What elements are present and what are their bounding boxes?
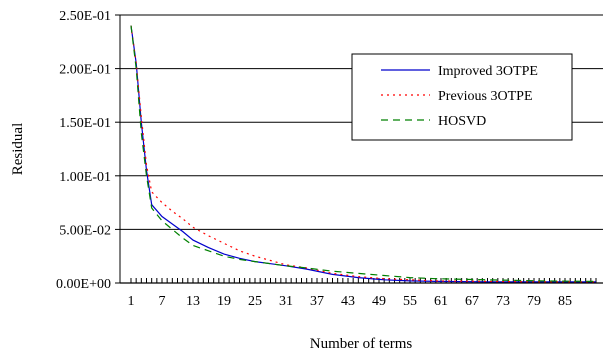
x-tick-label: 13: [186, 294, 200, 309]
x-tick-label: 61: [434, 294, 448, 309]
y-tick-label: 1.50E-01: [59, 116, 111, 131]
y-tick-label: 2.50E-01: [59, 9, 111, 24]
y-axis-ticks: 0.00E+00 5.00E-02 1.00E-01 1.50E-01 2.00E-01…: [56, 9, 120, 292]
x-tick-label: 85: [558, 294, 572, 309]
x-tick-label: 79: [527, 294, 541, 309]
x-tick-label: 67: [465, 294, 479, 309]
legend: Improved 3OTPE Previous 3OTPE HOSVD: [351, 53, 573, 141]
x-axis-title: Number of terms: [310, 336, 413, 352]
x-tick-label: 1: [128, 294, 135, 309]
series-line-2: [130, 25, 596, 283]
y-tick-label: 0.00E+00: [56, 277, 111, 292]
x-tick-label: 73: [496, 294, 510, 309]
y-tick-label: 5.00E-02: [59, 223, 111, 238]
series-lines: [130, 25, 597, 283]
y-tick-label: 1.00E-01: [59, 170, 111, 185]
legend-label: HOSVD: [438, 114, 486, 129]
x-tick-label: 19: [217, 294, 231, 309]
x-tick-label: 55: [403, 294, 417, 309]
legend-label: Improved 3OTPE: [438, 64, 538, 79]
y-tick-label: 2.00E-01: [59, 63, 111, 78]
x-tick-label: 7: [159, 294, 166, 309]
x-tick-label: 49: [372, 294, 386, 309]
legend-label: Previous 3OTPE: [438, 89, 533, 104]
x-tick-label: 25: [248, 294, 262, 309]
x-axis-ticks: 1 7 13 19 25 31 37 43 49 55 61 67 73 79 85: [128, 278, 597, 309]
x-tick-label: 43: [341, 294, 355, 309]
x-tick-label: 31: [279, 294, 293, 309]
x-tick-label: 37: [310, 294, 324, 309]
y-axis-title: Residual: [10, 123, 26, 176]
legend-box: [351, 53, 573, 141]
